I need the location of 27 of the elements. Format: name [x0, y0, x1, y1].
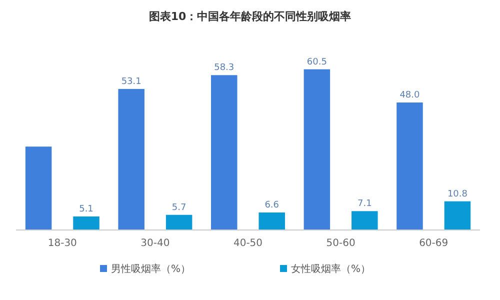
data-label: 7.1 [358, 199, 372, 210]
legend-label: 女性吸烟率（%） [291, 263, 371, 275]
data-label: 60.5 [306, 57, 327, 68]
data-label: 48.0 [400, 90, 420, 100]
data-label: 5.1 [79, 204, 94, 214]
bar [118, 88, 144, 230]
bar [304, 69, 330, 230]
x-tick-label: 60-69 [419, 238, 448, 249]
data-label: 58.3 [214, 63, 234, 74]
legend-label: 男性吸烟率（%） [111, 263, 191, 275]
data-label: 53.1 [121, 76, 142, 87]
x-tick-label: 40-50 [233, 238, 263, 249]
chart-title: 图表10：中国各年龄段的不同性别吸烟率 [148, 10, 352, 23]
data-label: 5.7 [172, 202, 186, 213]
bar [166, 214, 192, 230]
bar [444, 201, 471, 230]
bar [73, 216, 100, 230]
x-tick-label: 18-30 [48, 238, 77, 249]
bar [258, 212, 285, 230]
x-tick-label: 30-40 [140, 238, 170, 249]
bar [25, 146, 52, 230]
bar [211, 75, 238, 230]
bar [352, 211, 378, 230]
x-tick-label: 50-60 [326, 238, 356, 249]
bar [396, 102, 423, 230]
data-label: 10.8 [447, 189, 468, 200]
data-label: 6.6 [264, 200, 280, 210]
